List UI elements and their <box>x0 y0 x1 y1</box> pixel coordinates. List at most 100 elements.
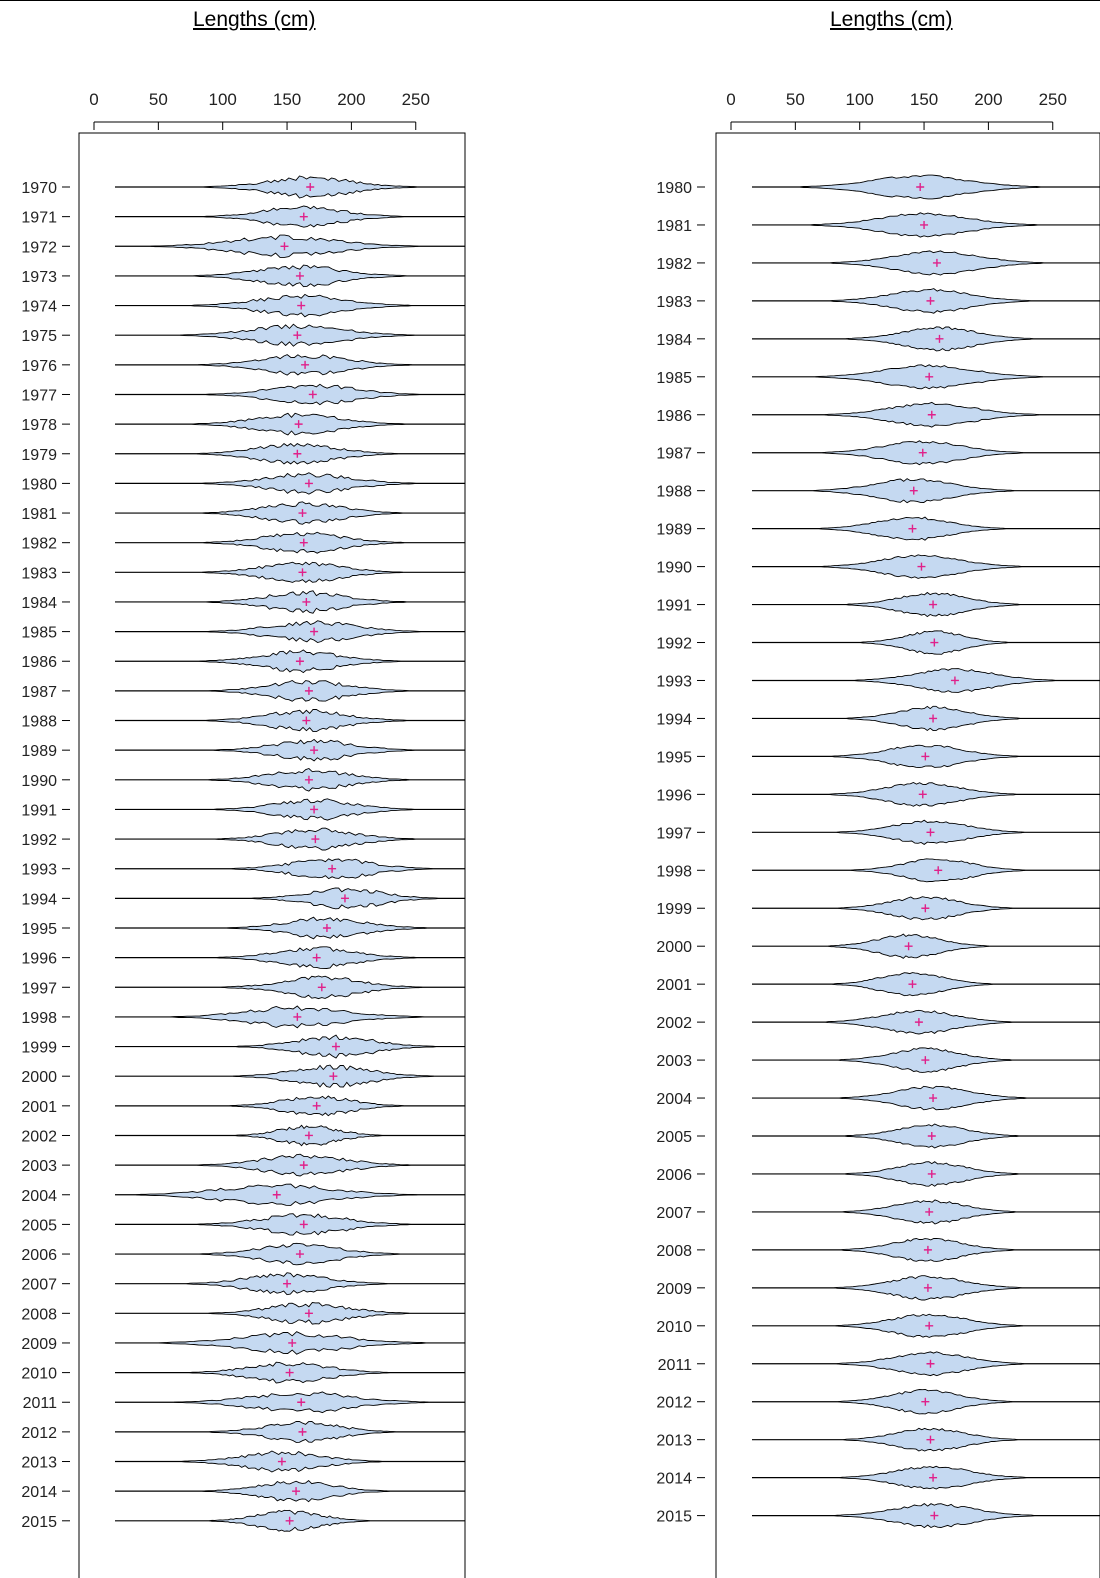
x-tick-label: 150 <box>273 90 301 109</box>
mean-marker <box>921 1056 930 1065</box>
year-label: 1989 <box>656 522 692 539</box>
year-label: 2011 <box>658 1357 693 1374</box>
mean-marker <box>929 1094 938 1103</box>
year-label: 1990 <box>21 773 57 790</box>
year-label: 1982 <box>656 256 692 273</box>
year-label: 1999 <box>21 1040 57 1057</box>
mean-marker <box>298 568 307 577</box>
year-label: 2002 <box>656 1015 692 1032</box>
mean-marker <box>921 904 930 913</box>
mean-marker <box>935 334 944 343</box>
mean-marker <box>929 1473 938 1482</box>
mean-marker <box>298 1427 307 1436</box>
year-label: 2008 <box>656 1243 692 1260</box>
year-label: 1993 <box>656 673 692 690</box>
mean-marker <box>927 1169 936 1178</box>
year-label: 1994 <box>656 711 692 728</box>
right-panel-title: Lengths (cm) <box>830 8 953 31</box>
mean-marker <box>310 627 319 636</box>
year-label: 1979 <box>21 447 57 464</box>
mean-marker <box>932 258 941 267</box>
mean-marker <box>923 1283 932 1292</box>
year-label: 2006 <box>656 1167 692 1184</box>
year-label: 1997 <box>21 980 57 997</box>
year-label: 2014 <box>21 1484 57 1501</box>
year-label: 2010 <box>656 1319 692 1336</box>
year-label: 1992 <box>656 636 692 653</box>
year-label: 1994 <box>21 891 57 908</box>
year-label: 1971 <box>21 210 57 227</box>
mean-marker <box>331 1042 340 1051</box>
mean-marker <box>297 301 306 310</box>
mean-marker <box>302 716 311 725</box>
mean-marker <box>301 360 310 369</box>
year-label: 1996 <box>656 787 692 804</box>
x-tick-label: 50 <box>786 90 805 109</box>
plot-frame <box>715 132 1100 1578</box>
year-label: 2000 <box>21 1069 57 1086</box>
year-label: 1981 <box>21 506 57 523</box>
year-label: 1986 <box>21 654 57 671</box>
year-label: 1991 <box>21 802 57 819</box>
year-label: 1973 <box>21 269 57 286</box>
mean-marker <box>285 1516 294 1525</box>
year-label: 2010 <box>21 1366 57 1383</box>
year-label: 1993 <box>21 862 57 879</box>
x-tick-label: 100 <box>209 90 237 109</box>
mean-marker <box>283 1279 292 1288</box>
mean-marker <box>299 1220 308 1229</box>
year-label: 2013 <box>21 1455 57 1472</box>
year-label: 1976 <box>21 358 57 375</box>
mean-marker <box>926 1359 935 1368</box>
year-label: 1995 <box>21 921 57 938</box>
year-label: 1977 <box>21 387 57 404</box>
mean-marker <box>918 790 927 799</box>
x-tick-label: 250 <box>402 90 430 109</box>
mean-marker <box>934 866 943 875</box>
year-label: 1984 <box>21 595 57 612</box>
year-label: 1998 <box>21 1010 57 1027</box>
mean-marker <box>950 676 959 685</box>
year-label: 2003 <box>21 1158 57 1175</box>
mean-marker <box>926 296 935 305</box>
year-label: 2009 <box>656 1281 692 1298</box>
year-label: 1975 <box>21 328 57 345</box>
year-label: 2009 <box>21 1336 57 1353</box>
mean-marker <box>299 212 308 221</box>
mean-marker <box>312 953 321 962</box>
year-label: 1995 <box>656 749 692 766</box>
year-label: 1974 <box>21 299 57 316</box>
year-label: 2007 <box>656 1205 692 1222</box>
mean-marker <box>930 638 939 647</box>
mean-marker <box>926 1435 935 1444</box>
year-label: 1983 <box>21 565 57 582</box>
mean-marker <box>908 980 917 989</box>
mean-marker <box>927 410 936 419</box>
year-label: 2008 <box>21 1306 57 1323</box>
year-label: 1972 <box>21 239 57 256</box>
year-label: 1980 <box>21 476 57 493</box>
year-label: 1982 <box>21 536 57 553</box>
mean-marker <box>304 479 313 488</box>
year-label: 2014 <box>656 1471 692 1488</box>
mean-marker <box>293 449 302 458</box>
year-label: 2002 <box>21 1128 57 1145</box>
mean-marker <box>297 1398 306 1407</box>
mean-marker <box>328 864 337 873</box>
year-label: 1996 <box>21 951 57 968</box>
mean-marker <box>925 1207 934 1216</box>
year-label: 2001 <box>21 1099 57 1116</box>
year-label: 2005 <box>21 1217 57 1234</box>
mean-marker <box>277 1457 286 1466</box>
year-label: 1989 <box>21 743 57 760</box>
mean-marker <box>925 372 934 381</box>
year-label: 2012 <box>656 1395 692 1412</box>
mean-marker <box>908 524 917 533</box>
mean-marker <box>904 942 913 951</box>
mean-marker <box>308 390 317 399</box>
mean-marker <box>923 1245 932 1254</box>
year-label: 1988 <box>21 714 57 731</box>
year-label: 1991 <box>656 598 692 615</box>
x-tick-label: 0 <box>726 90 735 109</box>
year-label: 1985 <box>21 625 57 642</box>
